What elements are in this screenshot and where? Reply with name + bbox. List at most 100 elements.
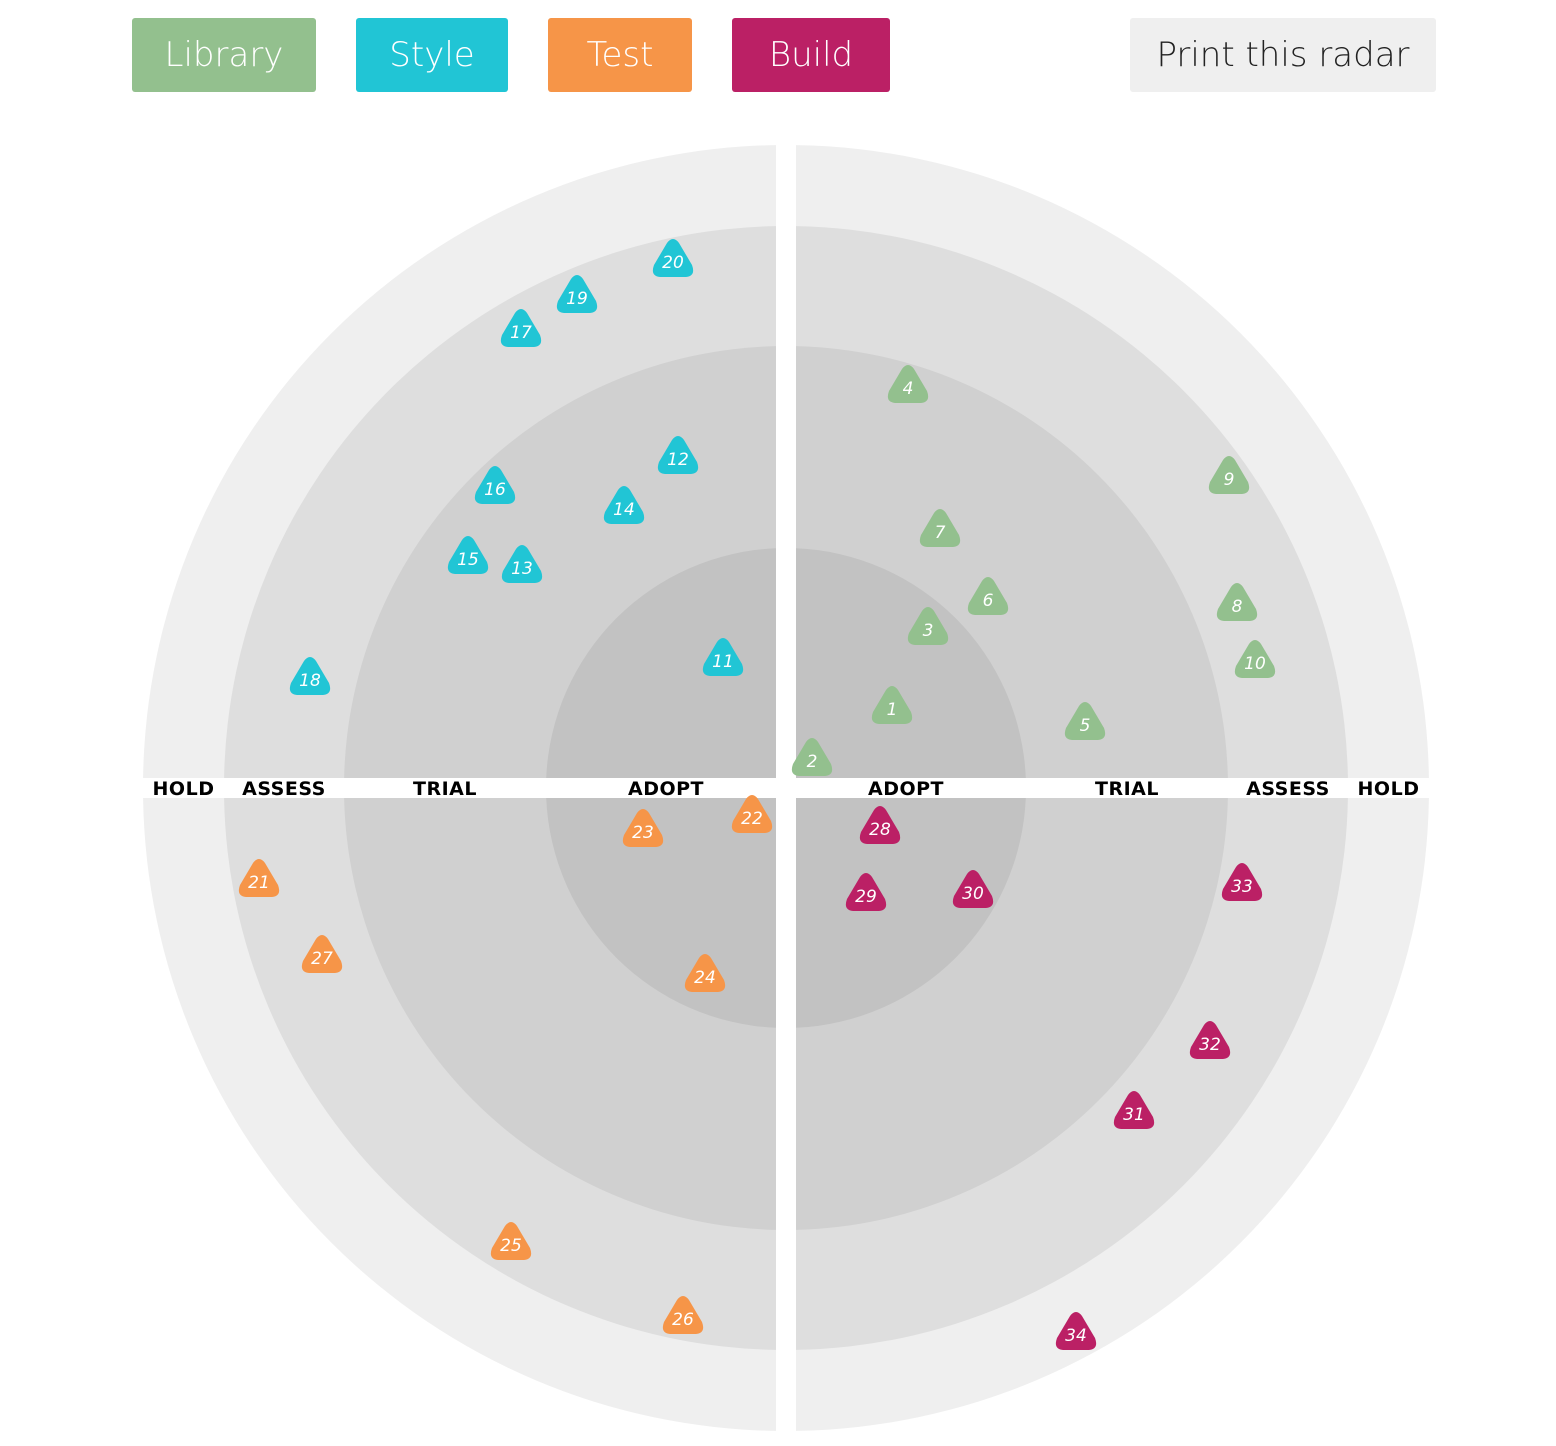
blip-number: 20 — [662, 253, 684, 273]
blip-number: 8 — [1232, 597, 1243, 617]
blip-1[interactable]: 1 — [871, 686, 913, 724]
blip-19[interactable]: 19 — [556, 275, 598, 313]
blip-number: 24 — [694, 968, 716, 988]
blip-number: 14 — [613, 500, 635, 520]
blip-number: 6 — [983, 591, 994, 611]
blip-marker — [1113, 1091, 1155, 1129]
blip-marker — [652, 239, 694, 277]
blip-marker — [1221, 863, 1263, 901]
blip-24[interactable]: 24 — [684, 954, 726, 992]
blip-32[interactable]: 32 — [1189, 1021, 1231, 1059]
blip-marker — [474, 466, 516, 504]
blip-marker — [301, 935, 343, 973]
blip-17[interactable]: 17 — [500, 309, 542, 347]
blip-4[interactable]: 4 — [887, 365, 929, 403]
ring-adopt-library — [796, 548, 1026, 778]
blip-marker — [871, 686, 913, 724]
blip-number: 27 — [311, 949, 333, 969]
blip-number: 7 — [935, 523, 946, 543]
blip-number: 33 — [1231, 877, 1253, 897]
ring-adopt-test — [546, 798, 776, 1028]
blip-14[interactable]: 14 — [603, 486, 645, 524]
blip-7[interactable]: 7 — [919, 509, 961, 547]
blip-9[interactable]: 9 — [1208, 456, 1250, 494]
blip-number: 1 — [887, 700, 898, 720]
blip-30[interactable]: 30 — [952, 870, 994, 908]
blip-number: 11 — [712, 652, 734, 672]
test-filter-button[interactable]: Test — [548, 18, 692, 92]
blip-number: 18 — [299, 671, 321, 691]
blip-marker — [919, 509, 961, 547]
blip-marker — [907, 607, 949, 645]
blip-marker — [556, 275, 598, 313]
blip-number: 15 — [457, 550, 479, 570]
blip-23[interactable]: 23 — [622, 809, 664, 847]
blip-31[interactable]: 31 — [1113, 1091, 1155, 1129]
blip-number: 5 — [1080, 716, 1091, 736]
blip-number: 3 — [923, 621, 934, 641]
blip-marker — [501, 545, 543, 583]
blip-number: 22 — [741, 809, 763, 829]
blip-marker — [791, 738, 833, 776]
blip-5[interactable]: 5 — [1064, 702, 1106, 740]
blip-number: 26 — [672, 1310, 694, 1330]
blip-11[interactable]: 11 — [702, 638, 744, 676]
blip-marker — [1234, 640, 1276, 678]
blip-13[interactable]: 13 — [501, 545, 543, 583]
blip-number: 21 — [248, 873, 270, 893]
blip-18[interactable]: 18 — [289, 657, 331, 695]
blip-number: 16 — [484, 480, 506, 500]
blip-number: 29 — [855, 887, 877, 907]
blip-2[interactable]: 2 — [791, 738, 833, 776]
blip-marker — [490, 1222, 532, 1260]
ring-label-trial-left: TRIAL — [413, 778, 477, 800]
blip-12[interactable]: 12 — [657, 436, 699, 474]
blip-number: 31 — [1123, 1105, 1145, 1125]
blip-marker — [657, 436, 699, 474]
blip-20[interactable]: 20 — [652, 239, 694, 277]
blip-3[interactable]: 3 — [907, 607, 949, 645]
print-radar-button[interactable]: Print this radar — [1130, 18, 1436, 92]
blip-number: 25 — [500, 1236, 522, 1256]
blip-marker — [447, 536, 489, 574]
blip-8[interactable]: 8 — [1216, 583, 1258, 621]
blip-number: 34 — [1065, 1326, 1087, 1346]
blip-marker — [662, 1296, 704, 1334]
blip-marker — [1055, 1312, 1097, 1350]
blip-10[interactable]: 10 — [1234, 640, 1276, 678]
blip-16[interactable]: 16 — [474, 466, 516, 504]
blip-28[interactable]: 28 — [859, 806, 901, 844]
blip-29[interactable]: 29 — [845, 873, 887, 911]
blip-26[interactable]: 26 — [662, 1296, 704, 1334]
blip-marker — [731, 795, 773, 833]
blip-number: 23 — [632, 823, 654, 843]
blip-marker — [952, 870, 994, 908]
blip-number: 32 — [1199, 1035, 1221, 1055]
blip-marker — [289, 657, 331, 695]
blip-15[interactable]: 15 — [447, 536, 489, 574]
blip-marker — [684, 954, 726, 992]
blip-6[interactable]: 6 — [967, 577, 1009, 615]
blip-number: 10 — [1244, 654, 1266, 674]
ring-label-adopt-right: ADOPT — [868, 778, 944, 800]
blip-marker — [238, 859, 280, 897]
blip-number: 30 — [962, 884, 984, 904]
blip-marker — [603, 486, 645, 524]
blip-27[interactable]: 27 — [301, 935, 343, 973]
blip-21[interactable]: 21 — [238, 859, 280, 897]
library-filter-button[interactable]: Library — [132, 18, 316, 92]
blip-number: 2 — [807, 752, 818, 772]
blip-marker — [967, 577, 1009, 615]
blip-number: 17 — [510, 323, 532, 343]
blip-34[interactable]: 34 — [1055, 1312, 1097, 1350]
blip-marker — [500, 309, 542, 347]
style-filter-button[interactable]: Style — [356, 18, 508, 92]
blip-33[interactable]: 33 — [1221, 863, 1263, 901]
blip-marker — [702, 638, 744, 676]
blip-number: 19 — [566, 289, 588, 309]
blip-22[interactable]: 22 — [731, 795, 773, 833]
build-filter-button[interactable]: Build — [732, 18, 890, 92]
radar-blips: 1234567891011121314151617181920212223242… — [238, 239, 1276, 1350]
blip-25[interactable]: 25 — [490, 1222, 532, 1260]
